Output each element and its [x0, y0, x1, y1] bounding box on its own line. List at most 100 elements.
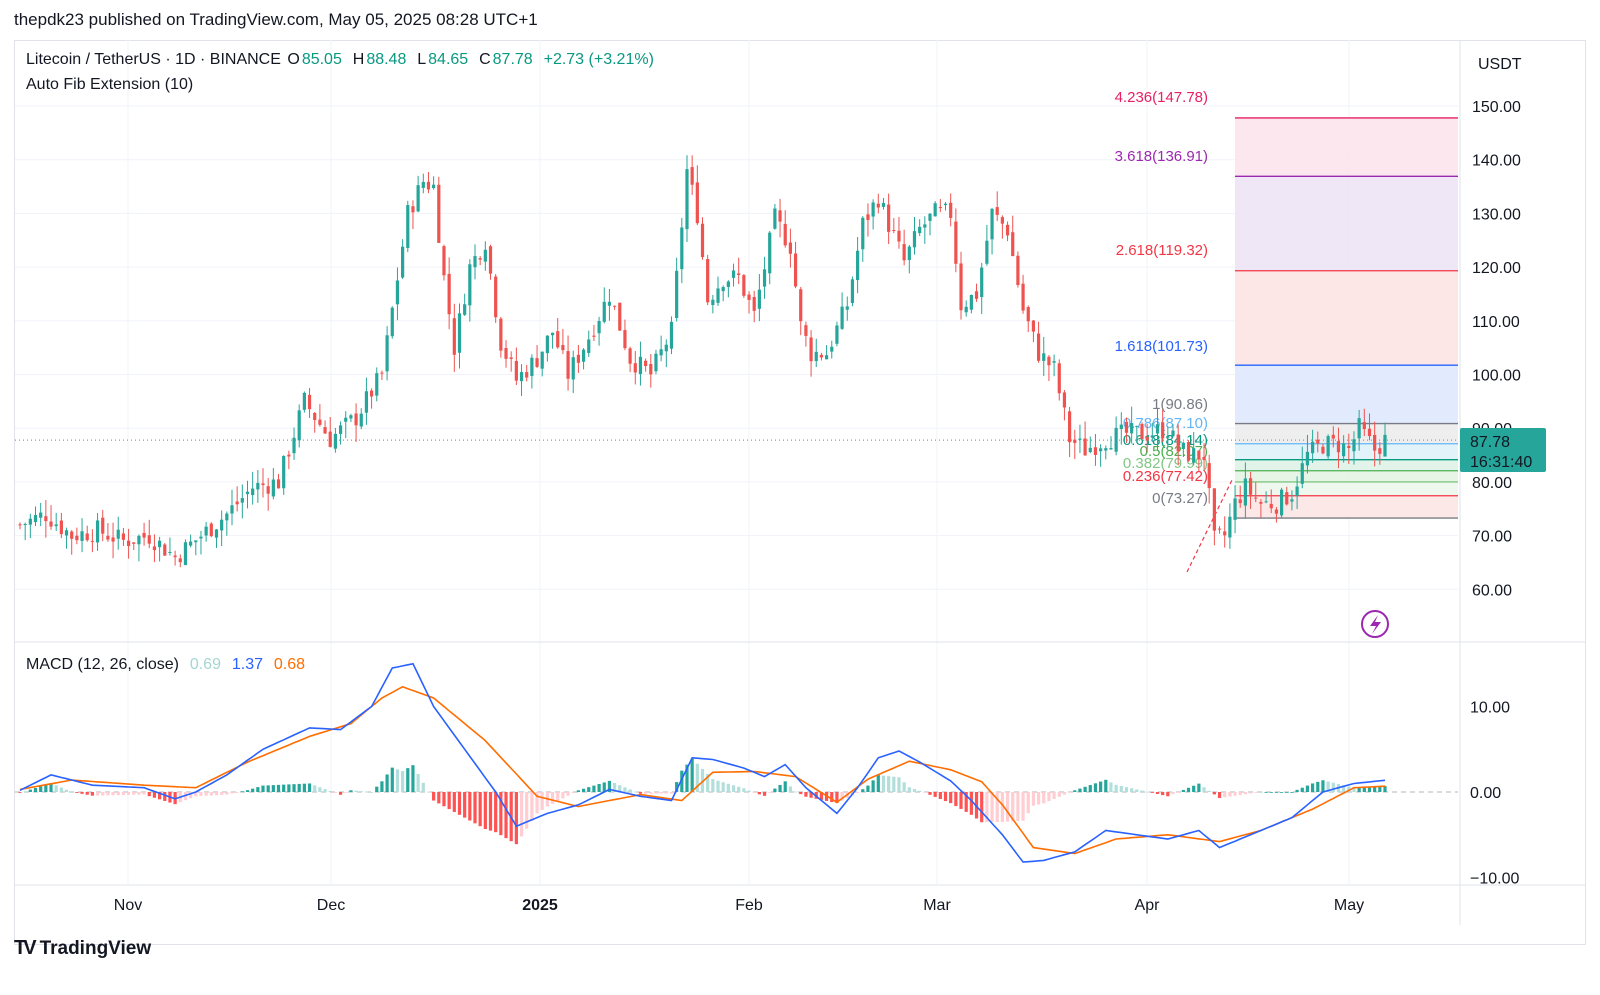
- candle-body: [824, 355, 829, 360]
- macd-histogram-bar: [1161, 792, 1165, 796]
- price-tick-label: 110.00: [1472, 314, 1520, 331]
- close-label: C: [479, 51, 491, 68]
- candle-body: [612, 305, 617, 307]
- macd-histogram-bar: [80, 792, 84, 794]
- candle-body: [918, 226, 922, 234]
- candle-body: [426, 181, 431, 190]
- macd-histogram-bar: [426, 791, 431, 793]
- macd-histogram-bar: [189, 792, 193, 799]
- candle-body: [566, 351, 570, 379]
- fib-zone: [1235, 365, 1458, 424]
- macd-histogram-bar: [1166, 792, 1170, 797]
- symbol-legend[interactable]: Litecoin / TetherUS · 1D · BINANCE O 85.0…: [26, 51, 656, 69]
- candle-body: [623, 330, 627, 349]
- macd-histogram-bar: [1026, 792, 1030, 814]
- macd-histogram-bar: [390, 767, 394, 792]
- candle-body: [116, 529, 120, 539]
- candle-body: [1078, 438, 1082, 440]
- candle-body: [1311, 441, 1315, 454]
- candle-body: [1233, 498, 1237, 520]
- candle-body: [245, 491, 250, 495]
- candle-body: [628, 348, 632, 364]
- candle-body: [251, 488, 255, 496]
- macd-histogram-bar: [364, 791, 369, 793]
- macd-histogram-bar: [1150, 792, 1154, 793]
- macd-histogram-bar: [478, 792, 482, 827]
- macd-histogram-bar: [566, 792, 570, 796]
- candle-body: [106, 535, 110, 540]
- candle-body: [204, 526, 208, 536]
- macd-histogram-bar: [1135, 789, 1139, 792]
- macd-histogram-bar: [726, 783, 730, 792]
- macd-histogram-bar: [592, 785, 596, 792]
- macd-histogram-bar: [1171, 792, 1175, 795]
- brand-name: TradingView: [39, 937, 152, 959]
- macd-histogram-bar: [980, 792, 984, 823]
- candle-body: [1042, 353, 1046, 361]
- tradingview-logo[interactable]: TV TradingView: [14, 937, 151, 960]
- macd-histogram-bar: [612, 783, 617, 792]
- macd-histogram-bar: [638, 792, 643, 794]
- candle-body: [514, 360, 518, 381]
- candle-body: [1228, 516, 1232, 538]
- candle-body: [385, 335, 389, 372]
- fib-level-label: 0.5(82.07): [1140, 443, 1208, 460]
- candle-body: [1217, 528, 1222, 530]
- macd-histogram-bar: [421, 782, 425, 792]
- fib-extension-layer[interactable]: 4.236(147.78) 3.618(136.91) 2.618(119.32) 1…: [1115, 89, 1458, 573]
- macd-histogram-bar: [664, 792, 668, 794]
- candle-body: [126, 540, 131, 547]
- macd-histogram-bar: [571, 792, 575, 793]
- candle-body: [416, 185, 420, 212]
- macd-legend[interactable]: MACD (12, 26, close) 0.69 1.37 0.68: [26, 656, 307, 674]
- macd-title[interactable]: MACD (12, 26, close): [26, 656, 179, 673]
- fib-zone: [1235, 117, 1458, 177]
- macd-histogram-bar: [240, 791, 244, 793]
- macd-histogram-bar: [18, 792, 22, 793]
- candle-body: [1223, 531, 1227, 536]
- lightning-bolt-icon: [1370, 615, 1381, 634]
- macd-histogram-bar: [768, 792, 772, 793]
- macd-histogram-bar: [535, 792, 539, 814]
- chart-frame[interactable]: [14, 40, 1586, 945]
- candle-body: [1083, 438, 1087, 456]
- macd-histogram-bar: [75, 792, 79, 793]
- macd-histogram-bar: [416, 774, 420, 792]
- current-price-tag[interactable]: [1460, 428, 1546, 472]
- candle-body: [850, 279, 855, 304]
- currency-label[interactable]: USDT: [1478, 56, 1522, 73]
- fib-zone: [1235, 176, 1458, 271]
- macd-histogram-bar: [1311, 783, 1315, 792]
- axis-layer[interactable]: USDT 150.00 140.00 130.00 120.00 110.00 100.00…: [114, 56, 1546, 914]
- time-tick-label: May: [1334, 897, 1364, 914]
- indicator-legend[interactable]: Auto Fib Extension (10): [26, 76, 194, 93]
- macd-histogram-bar: [1269, 792, 1273, 793]
- macd-histogram-bar: [282, 784, 286, 792]
- macd-histogram-bar: [499, 792, 503, 836]
- macd-histogram-bar: [964, 792, 968, 812]
- candle-body: [39, 512, 43, 518]
- candle-body: [840, 306, 844, 329]
- price-tick-label: 120.00: [1472, 260, 1521, 277]
- macd-histogram-bar: [1259, 792, 1263, 793]
- candle-body: [1062, 392, 1067, 408]
- macd-histogram-bar: [494, 792, 498, 833]
- macd-histogram-bar: [437, 792, 441, 804]
- macd-histogram-bar: [230, 792, 234, 794]
- lightning-icon[interactable]: [1361, 610, 1389, 638]
- macd-histogram-bar: [1011, 792, 1015, 822]
- macd-histogram-bar: [628, 789, 632, 792]
- candle-body: [602, 301, 606, 322]
- candle-body: [1300, 463, 1304, 484]
- macd-histogram-bar: [1047, 792, 1051, 802]
- macd-histogram-bar: [468, 792, 472, 821]
- macd-histogram-bar: [287, 784, 291, 792]
- macd-histogram-bar: [463, 792, 467, 818]
- countdown-text: 16:31:40: [1470, 454, 1532, 471]
- macd-histogram-bar: [1326, 781, 1330, 792]
- candle-body: [1176, 434, 1180, 452]
- macd-histogram-bar: [747, 790, 751, 792]
- candle-body: [654, 353, 658, 372]
- symbol-title[interactable]: Litecoin / TetherUS · 1D · BINANCE: [26, 51, 281, 68]
